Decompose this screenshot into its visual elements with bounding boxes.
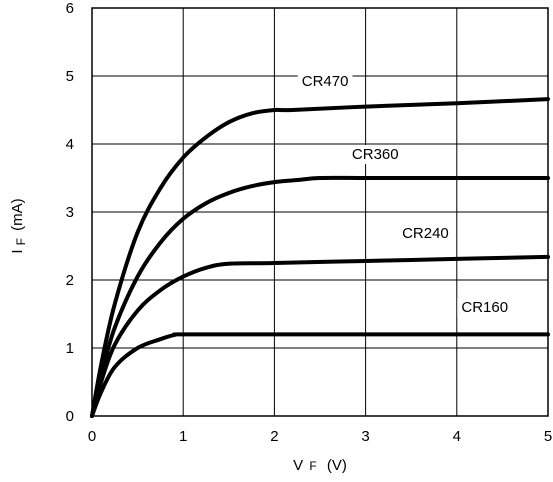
- x-tick-label: 4: [453, 428, 461, 445]
- series-label-cr360: CR360: [352, 146, 399, 163]
- y-tick-label: 2: [66, 272, 74, 289]
- x-tick-label: 0: [88, 428, 96, 445]
- x-axis-label-sub: F: [309, 459, 316, 473]
- grid: [92, 8, 548, 416]
- x-tick-label: 2: [270, 428, 278, 445]
- series-line-cr240: [90, 254, 550, 418]
- x-axis-label-unit: (V): [327, 457, 347, 474]
- series-label-bg-cr470: [297, 72, 353, 92]
- series-label-cr470: CR470: [302, 73, 349, 90]
- y-axis-label-unit: (mA): [9, 198, 26, 231]
- y-ticks: 0 1 2 3 4 5 6: [66, 0, 74, 425]
- series-label-bg-cr360: [347, 144, 403, 164]
- series-label-cr160: CR160: [461, 299, 508, 316]
- x-axis-label: V F (V): [293, 457, 347, 474]
- series-line-cr360: [90, 175, 550, 418]
- y-tick-label: 6: [66, 0, 74, 17]
- plot-frame: [91, 7, 549, 417]
- series-labels: CR470 CR360 CR240 CR160: [297, 72, 513, 317]
- y-tick-label: 3: [66, 204, 74, 221]
- x-axis-label-main: V: [293, 457, 303, 474]
- y-tick-label: 4: [66, 136, 74, 153]
- series-line-cr470: [90, 97, 550, 418]
- series-label-bg-cr240: [398, 223, 453, 243]
- y-axis-label-main: I: [9, 250, 26, 254]
- x-tick-label: 3: [361, 428, 369, 445]
- y-tick-label: 0: [66, 408, 74, 425]
- y-tick-label: 5: [66, 68, 74, 85]
- series-line-cr160: [90, 332, 550, 418]
- y-axis-label-sub: F: [14, 238, 28, 245]
- series-label-cr240: CR240: [402, 225, 449, 242]
- y-axis-label: I F (mA): [9, 198, 29, 253]
- series-label-bg-cr160: [457, 297, 513, 317]
- x-tick-label: 1: [179, 428, 187, 445]
- series-lines: [90, 97, 550, 418]
- x-ticks: 0 1 2 3 4 5: [88, 428, 552, 445]
- y-tick-label: 1: [66, 340, 74, 357]
- x-tick-label: 5: [544, 428, 552, 445]
